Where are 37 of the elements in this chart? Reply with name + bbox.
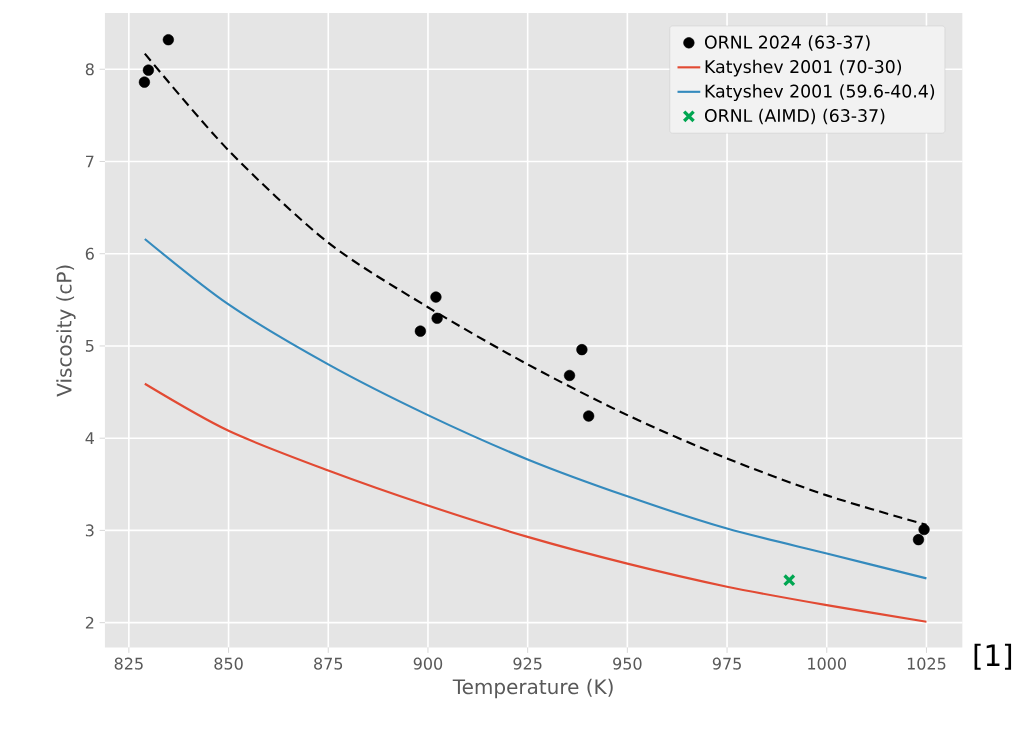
legend-label: ORNL (AIMD) (63-37) (704, 108, 885, 125)
x-tick-label: 900 (413, 657, 443, 670)
point (414, 325, 426, 338)
x-tick-label: 850 (214, 657, 243, 670)
point (782, 574, 796, 587)
text: [1] (974, 643, 1012, 671)
point (430, 291, 442, 303)
point (563, 370, 576, 382)
y-tick-label: 5 (85, 340, 94, 353)
line-series (143, 238, 928, 580)
point (138, 76, 151, 89)
x-tick-label: 875 (314, 657, 343, 670)
point (576, 344, 588, 356)
point (162, 34, 174, 46)
x-tick-label: 975 (712, 657, 741, 670)
y-tick-label: 4 (85, 432, 94, 445)
legend-label: Katyshev 2001 (70-30) (705, 60, 902, 77)
y-tick-label: 6 (85, 247, 94, 261)
line-series (143, 382, 928, 624)
point (142, 64, 154, 77)
y-tick-label: 2 (85, 616, 94, 629)
y-tick-label: 3 (85, 524, 94, 537)
x-tick-label: 925 (513, 657, 542, 670)
x-tick-label: 825 (114, 657, 143, 670)
point (431, 312, 443, 325)
x-axis-title: Temperature (K) (452, 679, 613, 699)
y-axis-title: Viscosity (cP) (56, 265, 76, 397)
x-tick-label: 1000 (808, 657, 847, 670)
x-tick-label: 950 (613, 657, 642, 670)
x-tick-label: 1025 (907, 657, 946, 670)
legend-label: Katyshev 2001 (59.6-40.4) (705, 84, 935, 102)
y-tick-label: 8 (85, 63, 94, 76)
point (912, 534, 925, 546)
legend-label: ORNL 2024 (63-37) (704, 35, 870, 51)
point (583, 410, 595, 422)
point (918, 524, 930, 536)
y-tick-label: 7 (86, 155, 94, 168)
